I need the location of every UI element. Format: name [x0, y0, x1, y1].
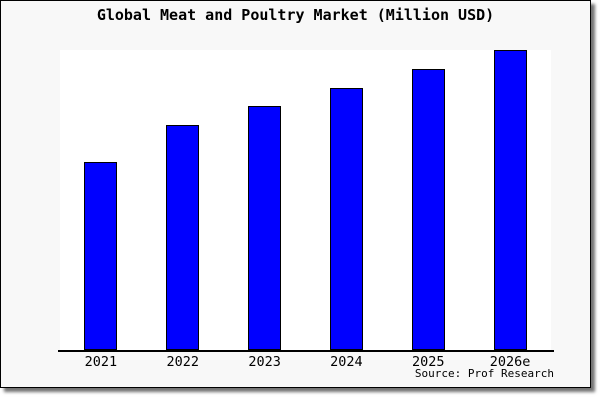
x-tick-label-2026e: 2026e — [489, 354, 531, 370]
chart-title: Global Meat and Poultry Market (Million … — [96, 6, 495, 24]
plot-area — [60, 50, 551, 350]
bar-2025 — [411, 69, 445, 350]
x-tick-label-2024: 2024 — [330, 354, 363, 370]
x-tick-label-2022: 2022 — [166, 354, 200, 370]
bar-2022 — [166, 125, 200, 350]
bar-2023 — [248, 106, 282, 350]
chart-figure: Global Meat and Poultry Market (Million … — [0, 0, 591, 388]
source-note: Source: Prof Research — [414, 367, 554, 380]
bar-2026e — [493, 50, 527, 350]
bar-2024 — [329, 88, 363, 350]
bar-2021 — [84, 162, 118, 350]
x-tick-label-2025: 2025 — [411, 354, 445, 370]
x-tick-label-2021: 2021 — [84, 354, 118, 370]
x-axis-line — [58, 350, 554, 352]
x-tick-label-2023: 2023 — [248, 354, 281, 370]
